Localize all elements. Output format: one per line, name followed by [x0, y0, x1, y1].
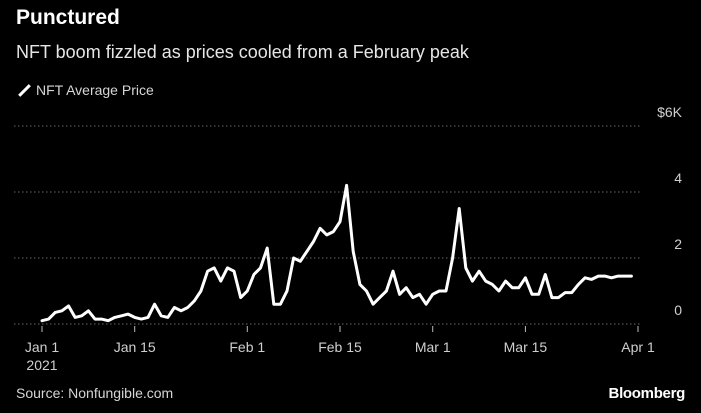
y-tick-label: 0	[674, 302, 682, 318]
y-tick-label: $6K	[657, 104, 683, 120]
x-tick-label: Jan 1	[25, 339, 59, 355]
chart-title: Punctured	[16, 6, 120, 29]
bloomberg-logo: Bloomberg	[608, 385, 686, 402]
source-note: Source: Nonfungible.com	[16, 385, 174, 401]
x-tick-label: Feb 1	[229, 339, 265, 355]
x-tick-label: Mar 1	[415, 339, 451, 355]
legend: NFT Average Price	[16, 82, 154, 98]
x-tick-label: Jan 15	[114, 339, 156, 355]
x-tick-label: Mar 15	[504, 339, 548, 355]
legend-label: NFT Average Price	[36, 82, 154, 98]
chart-subtitle: NFT boom fizzled as prices cooled from a…	[16, 42, 469, 62]
x-tick-sublabel: 2021	[26, 357, 57, 373]
x-tick-label: Apr 1	[621, 339, 655, 355]
series-line-nft-average-price	[40, 183, 633, 323]
y-tick-label: 2	[674, 236, 682, 252]
x-tick-label: Feb 15	[318, 339, 362, 355]
y-tick-label: 4	[674, 170, 682, 186]
